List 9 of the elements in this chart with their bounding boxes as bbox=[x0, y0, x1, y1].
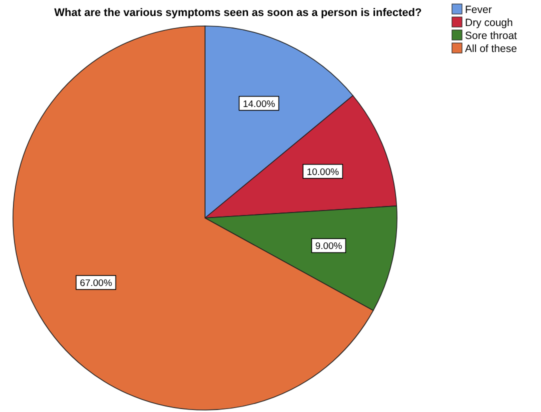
legend-label: All of these bbox=[465, 43, 518, 55]
data-label: 9.00% bbox=[315, 241, 343, 252]
data-label: 67.00% bbox=[80, 278, 113, 290]
data-label: 14.00% bbox=[242, 98, 276, 110]
legend-label: Sore throat bbox=[465, 30, 518, 42]
legend-label: Fever bbox=[465, 4, 492, 16]
chart-title: What are the various symptoms seen as soon as a person is infected? bbox=[54, 7, 422, 19]
legend-label: Dry cough bbox=[465, 17, 514, 29]
data-label: 10.00% bbox=[306, 166, 340, 178]
